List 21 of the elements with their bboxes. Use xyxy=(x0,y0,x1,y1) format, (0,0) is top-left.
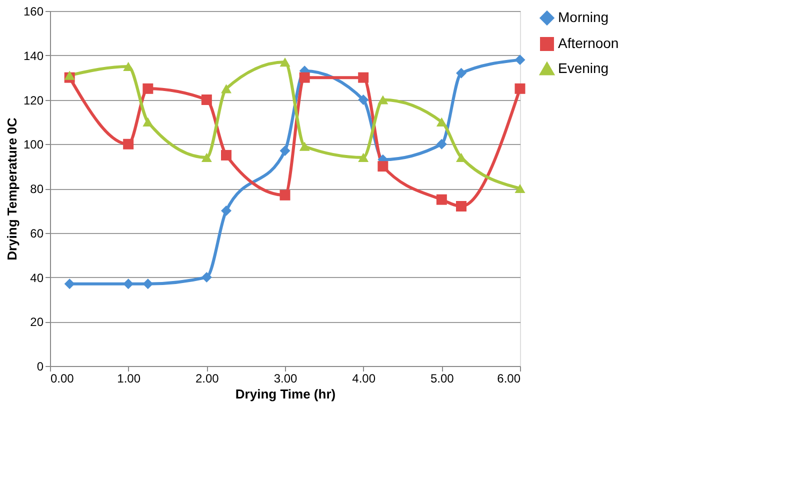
y-tick-label: 100 xyxy=(23,138,44,152)
legend-label: Evening xyxy=(558,60,609,76)
x-axis-title: Drying Time (hr) xyxy=(235,386,336,402)
y-tick-label: 0 xyxy=(36,360,44,374)
x-tick-label: 4.00 xyxy=(352,372,376,386)
y-tick-label: 20 xyxy=(30,315,44,330)
x-tick-label: 2.00 xyxy=(195,372,220,386)
y-tick-label: 80 xyxy=(30,182,44,196)
x-tick-label: 3.00 xyxy=(274,372,298,386)
y-axis-title: Drying Temperature 0C xyxy=(4,116,20,260)
legend-label: Morning xyxy=(558,9,609,25)
y-tick-label: 40 xyxy=(30,270,44,285)
y-tick-label: 120 xyxy=(23,93,44,108)
y-tick-label: 160 xyxy=(23,4,44,18)
x-tick-label: 0.00 xyxy=(50,372,74,386)
legend-label: Afternoon xyxy=(558,35,619,51)
x-tick-label: 6.00 xyxy=(497,372,521,386)
x-tick-label: 5.00 xyxy=(430,372,454,386)
y-tick-label: 140 xyxy=(23,48,44,63)
x-tick-label: 1.00 xyxy=(117,372,141,386)
y-tick-label: 60 xyxy=(30,226,44,240)
